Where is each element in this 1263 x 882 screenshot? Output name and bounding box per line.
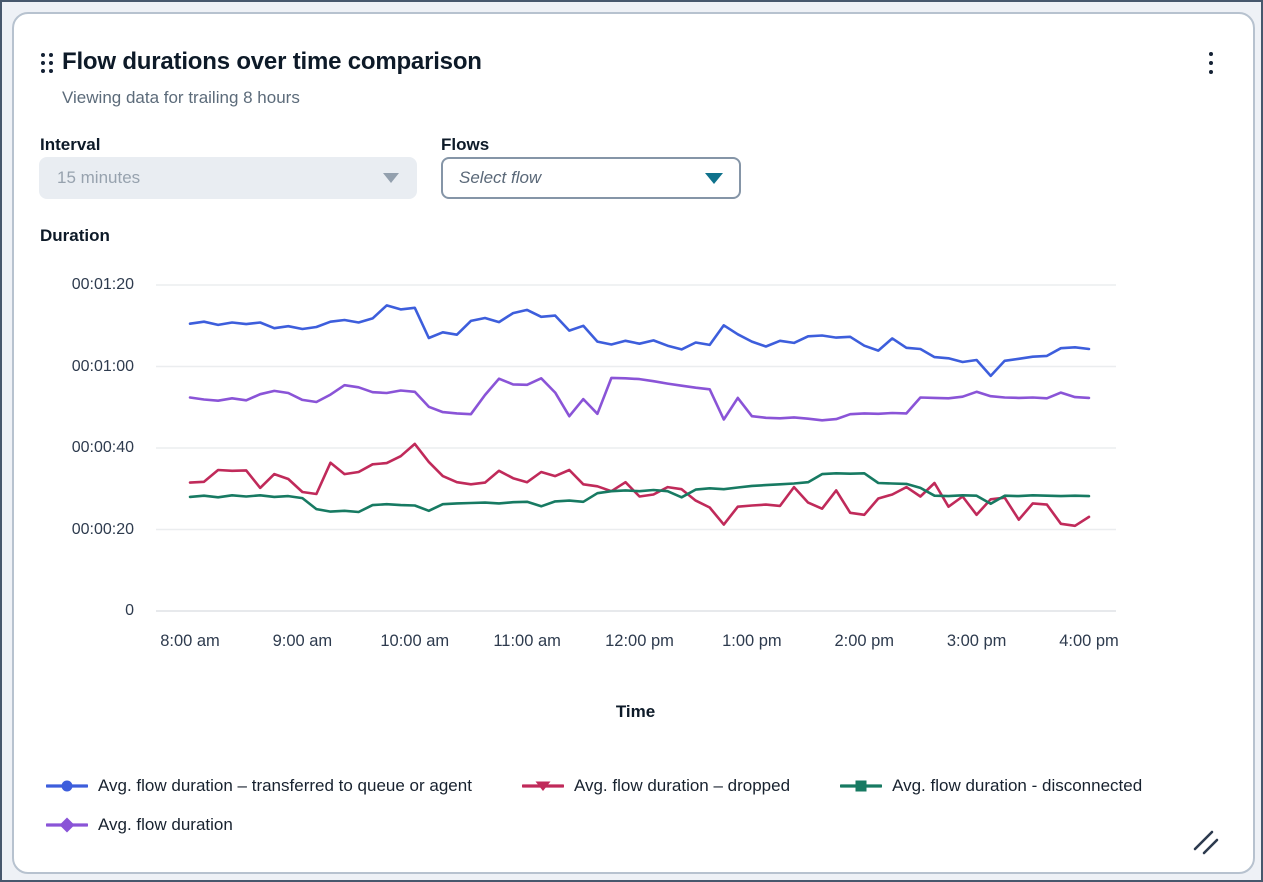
series-line-1 <box>188 442 1091 528</box>
flows-select[interactable]: Select flow <box>441 157 741 199</box>
x-tick-label: 3:00 pm <box>946 632 1007 650</box>
legend-marker-circle-icon <box>46 780 88 791</box>
x-tick-label: 12:00 pm <box>605 632 674 650</box>
y-tick-label: 00:00:20 <box>71 520 134 538</box>
drag-handle-icon[interactable] <box>41 53 54 76</box>
x-axis-title: Time <box>615 702 656 721</box>
interval-select[interactable]: 15 minutes <box>39 157 417 199</box>
series-line-3 <box>188 376 1091 422</box>
chevron-down-icon <box>383 173 399 183</box>
resize-handle-icon[interactable] <box>1190 828 1222 858</box>
legend-label: Avg. flow duration – transferred to queu… <box>98 775 472 795</box>
legend-marker-square-icon <box>840 780 883 791</box>
legend-marker-triangle-down-icon <box>521 781 564 791</box>
line-chart <box>156 284 1116 612</box>
x-tick-label: 1:00 pm <box>722 632 782 650</box>
series-line-0 <box>188 304 1091 378</box>
legend-item-3[interactable]: Avg. flow duration <box>46 811 233 838</box>
flows-select-placeholder: Select flow <box>459 168 542 187</box>
x-tick-label: 11:00 am <box>493 632 561 650</box>
x-tick-label: 4:00 pm <box>1059 632 1119 650</box>
interval-select-value: 15 minutes <box>57 168 141 187</box>
chart-legend: Avg. flow duration – transferred to queu… <box>46 772 1146 838</box>
y-tick-label: 00:01:00 <box>71 357 134 375</box>
series-line-2 <box>188 472 1091 514</box>
x-tick-label: 2:00 pm <box>834 632 895 650</box>
flows-label: Flows <box>441 135 490 154</box>
legend-label: Avg. flow duration - disconnected <box>892 775 1143 795</box>
legend-item-1[interactable]: Avg. flow duration – dropped <box>521 772 791 799</box>
y-tick-label: 00:01:20 <box>71 276 134 293</box>
interval-label: Interval <box>40 135 101 154</box>
x-tick-label: 10:00 am <box>380 632 450 650</box>
legend-item-2[interactable]: Avg. flow duration - disconnected <box>840 772 1142 799</box>
kebab-menu-icon[interactable] <box>1198 44 1224 82</box>
widget-title: Flow durations over time comparison <box>62 48 482 75</box>
legend-marker-diamond-icon <box>46 817 88 832</box>
y-axis-title: Duration <box>40 226 110 245</box>
widget-subtitle: Viewing data for trailing 8 hours <box>62 88 300 107</box>
y-tick-label: 0 <box>125 602 134 619</box>
widget-card: Flow durations over time comparison View… <box>12 12 1255 874</box>
x-tick-label: 8:00 am <box>160 632 220 650</box>
chevron-down-icon <box>705 172 723 184</box>
legend-item-0[interactable]: Avg. flow duration – transferred to queu… <box>46 772 472 799</box>
legend-label: Avg. flow duration – dropped <box>573 775 791 795</box>
legend-label: Avg. flow duration <box>98 814 233 834</box>
x-tick-label: 9:00 am <box>272 632 333 650</box>
y-tick-label: 00:00:40 <box>71 439 134 456</box>
